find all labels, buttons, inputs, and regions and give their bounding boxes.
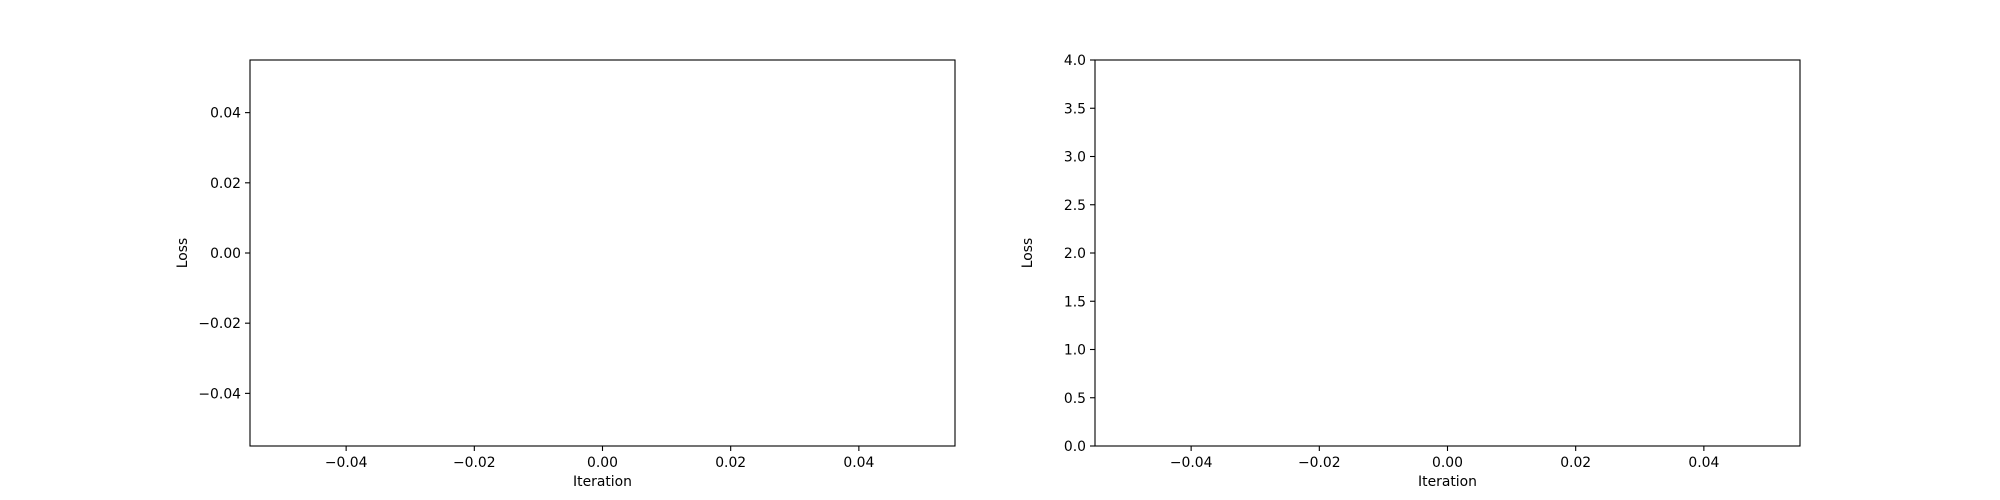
right-y-tick-label: 4.0: [1064, 53, 1086, 69]
left-y-tick-label: 0.04: [210, 106, 241, 122]
left-x-tick-label: −0.04: [325, 455, 368, 471]
right-x-tick-label: 0.02: [1560, 455, 1591, 471]
left-x-ticks: −0.04 −0.02 0.00 0.02 0.04: [325, 446, 874, 471]
right-y-tick-label: 1.0: [1064, 343, 1086, 359]
right-y-axis-label: Loss: [1020, 238, 1036, 268]
left-y-tick-label: −0.02: [198, 316, 241, 332]
left-loss-chart: −0.04 −0.02 0.00 0.02 0.04 −0.04 −0.02 0.00 0.0…: [175, 59, 956, 490]
left-x-tick-label: 0.00: [587, 455, 618, 471]
right-x-tick-label: 0.04: [1688, 455, 1719, 471]
right-y-tick-label: 2.0: [1064, 246, 1086, 262]
left-x-tick-label: −0.02: [453, 455, 496, 471]
right-y-tick-label: 3.0: [1064, 150, 1086, 166]
right-y-tick-label: 0.5: [1064, 391, 1086, 407]
left-y-tick-label: 0.00: [210, 246, 241, 262]
right-x-ticks: −0.04 −0.02 0.00 0.02 0.04: [1170, 446, 1719, 471]
left-y-ticks: −0.04 −0.02 0.00 0.02 0.04: [198, 106, 250, 402]
left-x-axis-label: Iteration: [573, 474, 632, 490]
left-x-tick-label: 0.04: [843, 455, 874, 471]
left-y-tick-label: 0.02: [210, 176, 241, 192]
right-loss-chart: −0.04 −0.02 0.00 0.02 0.04 0.0 0.5 1.0 1.5 2.0 2.…: [1020, 53, 1801, 490]
right-x-axis-label: Iteration: [1418, 474, 1477, 490]
right-x-tick-label: −0.04: [1170, 455, 1213, 471]
right-y-tick-label: 0.0: [1064, 439, 1086, 455]
right-x-tick-label: 0.00: [1432, 455, 1463, 471]
right-y-tick-label: 1.5: [1064, 294, 1086, 310]
left-y-axis-label: Loss: [175, 238, 191, 268]
right-y-tick-label: 2.5: [1064, 198, 1086, 214]
right-x-tick-label: −0.02: [1298, 455, 1341, 471]
right-y-tick-label: 3.5: [1064, 101, 1086, 117]
left-x-tick-label: 0.02: [715, 455, 746, 471]
left-y-tick-label: −0.04: [198, 386, 241, 402]
right-y-ticks: 0.0 0.5 1.0 1.5 2.0 2.5 3.0 3.5 4.0: [1064, 53, 1095, 455]
